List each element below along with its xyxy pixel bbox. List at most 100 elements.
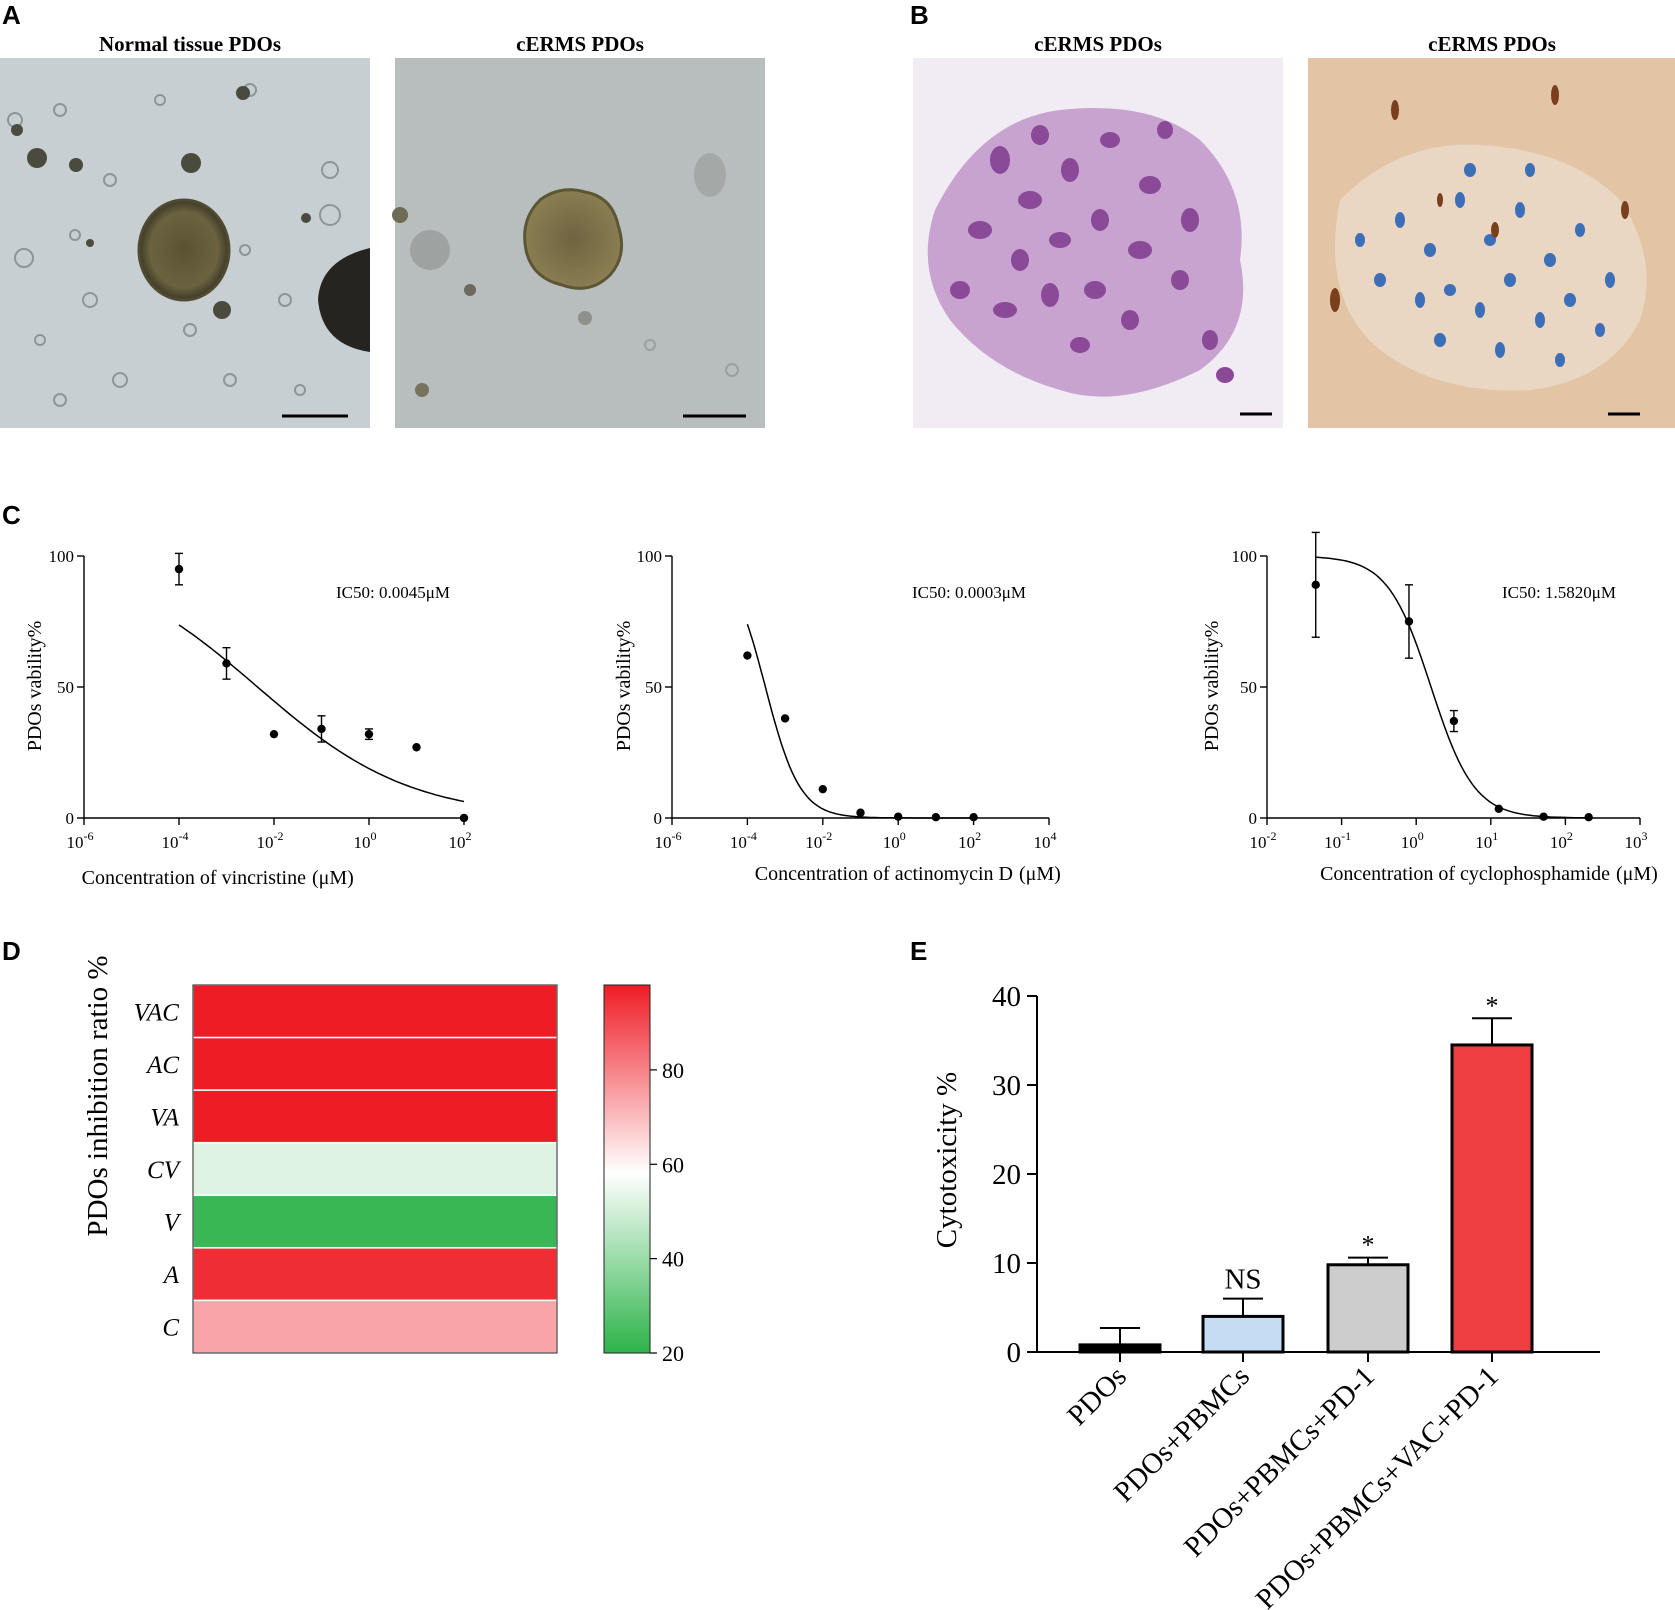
micrograph-cerms-pdos-brightfield — [392, 58, 765, 428]
data-point — [743, 651, 752, 660]
ic50-annotation: IC50: 0.0045μM — [336, 583, 450, 602]
y-tick-label: 100 — [49, 547, 75, 566]
x-tick-label: 10-4 — [162, 829, 189, 852]
colorbar-tick-label: 80 — [662, 1058, 684, 1083]
x-tick-label: 100 — [1401, 829, 1424, 852]
y-axis-label: PDOs vability% — [613, 621, 635, 752]
panel-label-e: E — [910, 936, 927, 966]
heatmap-row-label: A — [162, 1262, 180, 1289]
heatmap-cell-c — [192, 1299, 558, 1354]
y-tick-label: 0 — [66, 809, 75, 828]
bar — [1450, 1043, 1534, 1354]
bar-chart-cytotoxicity: Cytotoxicity % 0 10 20 30 40 PDOs NS PDOs+PBMCs… — [931, 981, 1600, 1610]
x-tick-label: 102 — [958, 829, 981, 852]
colorbar-tick-label: 40 — [662, 1247, 684, 1272]
data-point — [317, 724, 326, 734]
colorbar-tick-label: 60 — [662, 1152, 684, 1177]
data-point — [856, 808, 865, 817]
data-point — [412, 743, 421, 752]
x-tick-label: 100 — [354, 829, 377, 852]
panel-label-d: D — [2, 936, 21, 966]
panel-label-c: C — [2, 500, 21, 530]
data-point — [1494, 804, 1503, 814]
x-tick-label: 10-2 — [805, 829, 832, 852]
heatmap-y-label: PDOs inhibition ratio % — [82, 955, 114, 1236]
dose-response-vincristine: PDOs vability% Concentration of vincrist… — [24, 547, 472, 889]
x-tick-label: 101 — [1475, 829, 1498, 852]
heatmap-row-label: CV — [147, 1157, 182, 1184]
heatmap-cell-a — [192, 1247, 558, 1302]
y-tick-label: 50 — [645, 678, 662, 697]
image-title-cerms-2: cERMS PDOs — [1034, 32, 1162, 56]
plot-area: 0 50 100 10-6 10-4 10-2 100 102 — [49, 547, 472, 852]
y-tick-label: 40 — [992, 981, 1021, 1013]
heatmap-row-label: VAC — [134, 999, 180, 1026]
panel-label-a: A — [2, 0, 21, 30]
data-point — [969, 813, 978, 822]
y-tick-label: 10 — [992, 1248, 1021, 1280]
x-tick-label: PDOs — [1061, 1360, 1133, 1432]
significance-label: NS — [1224, 1264, 1261, 1296]
heatmap-border — [192, 984, 558, 1354]
colorbar-ticks: 20 40 60 80 — [650, 1058, 684, 1366]
y-tick-label: 100 — [1232, 547, 1258, 566]
colorbar-tick-label: 20 — [662, 1341, 684, 1366]
heatmap-cell-vac — [192, 984, 558, 1039]
significance-label: * — [1362, 1231, 1375, 1260]
x-tick-label: 10-1 — [1324, 829, 1351, 852]
y-tick-label: 30 — [992, 1070, 1021, 1102]
y-tick-label: 50 — [1240, 678, 1257, 697]
data-point — [459, 813, 469, 823]
fit-curve — [746, 623, 974, 819]
data-point — [780, 714, 790, 723]
heatmap-cell-ac — [192, 1036, 558, 1091]
image-title-normal: Normal tissue PDOs — [99, 32, 281, 56]
heatmap-cell-cv — [192, 1141, 558, 1197]
dose-response-cyclophosphamide: PDOs vability% Concentration of cyclopho… — [1201, 531, 1658, 885]
heatmap-row-label: V — [164, 1210, 182, 1237]
x-tick-label: 10-6 — [67, 829, 94, 852]
image-title-cerms-1: cERMS PDOs — [516, 32, 644, 56]
x-tick-label: 10-2 — [257, 829, 284, 852]
data-point — [364, 729, 374, 739]
micrograph-cerms-pdos-he — [913, 58, 1283, 428]
colorbar — [603, 984, 651, 1354]
significance-label: * — [1486, 991, 1499, 1020]
heatmap-row-label: VA — [150, 1104, 179, 1131]
y-axis-label: PDOs vability% — [1201, 621, 1223, 752]
x-axis-unit: (μM) — [312, 867, 354, 889]
data-point — [174, 564, 184, 574]
x-tick-label: 10-4 — [730, 829, 757, 852]
y-tick-label: 0 — [654, 809, 663, 828]
ic50-annotation: IC50: 0.0003μM — [912, 583, 1026, 602]
y-tick-label: 0 — [1007, 1337, 1022, 1369]
data-point — [1404, 617, 1414, 626]
data-point — [1539, 812, 1548, 821]
bar — [1201, 1314, 1285, 1354]
x-tick-label: 10-2 — [1250, 829, 1277, 852]
panel-label-b: B — [910, 0, 929, 30]
data-point — [931, 813, 941, 822]
x-axis-label: Concentration of actinomycin D — [755, 863, 1013, 885]
y-axis-label: PDOs vability% — [24, 621, 46, 752]
data-point — [818, 784, 827, 794]
data-point — [1311, 580, 1320, 590]
x-tick-label: 100 — [883, 829, 906, 852]
data-point — [894, 812, 903, 821]
x-axis-unit: (μM) — [1019, 863, 1061, 885]
x-tick-label: 10-6 — [655, 829, 682, 852]
x-tick-label: 103 — [1625, 829, 1648, 852]
y-tick-label: 50 — [57, 678, 74, 697]
x-tick-label: 102 — [449, 829, 472, 852]
y-tick-label: 20 — [992, 1159, 1021, 1191]
data-point — [269, 729, 279, 739]
plot-area: 0 50 100 10-2 10-1 100 101 102 103 — [1232, 531, 1648, 852]
ic50-annotation: IC50: 1.5820μM — [1502, 583, 1616, 602]
micrograph-normal-pdos — [0, 58, 370, 428]
x-axis-label: Concentration of vincristine — [82, 867, 307, 889]
x-axis-label: Concentration of cyclophosphamide — [1320, 863, 1610, 885]
fit-curve — [178, 624, 465, 803]
